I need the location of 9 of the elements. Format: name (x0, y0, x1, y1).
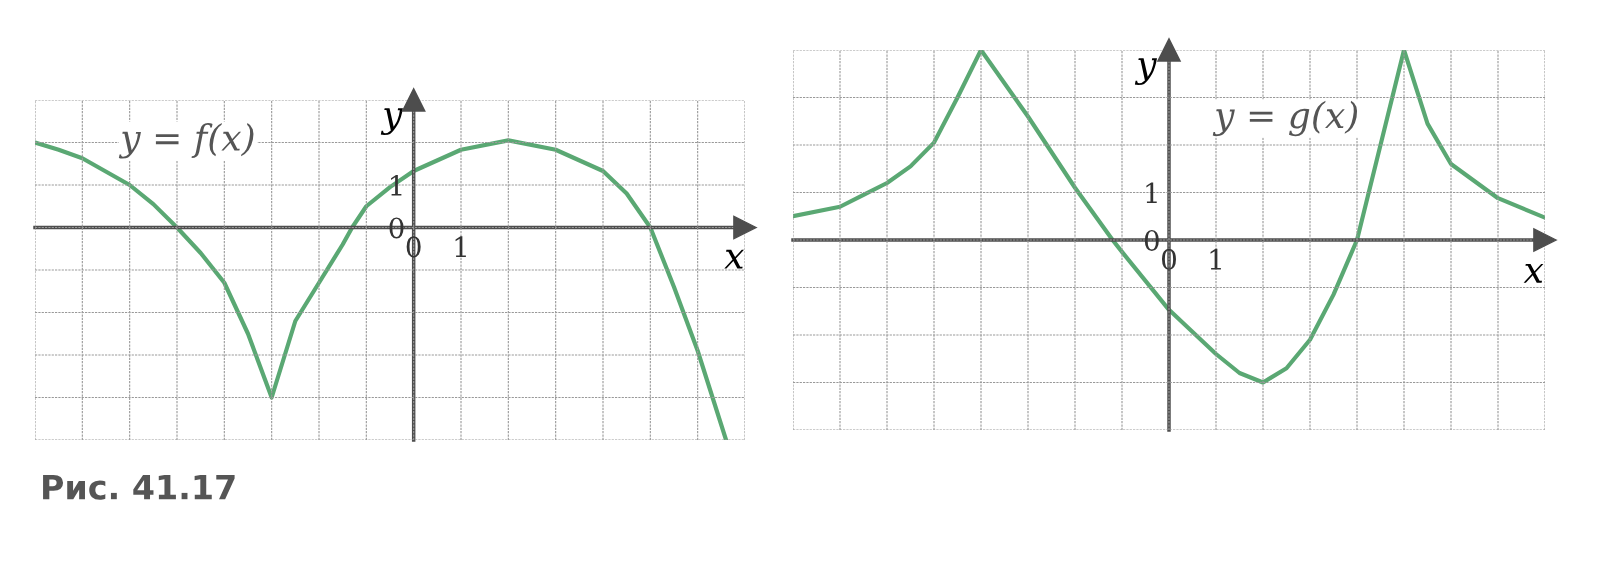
x-axis-title: x (1523, 263, 1544, 283)
x-tick-label: 1 (1210, 248, 1221, 270)
y-axis-title: y (1134, 58, 1158, 85)
y-axis-title: y (380, 108, 403, 135)
annotation: y = f(x) (118, 123, 254, 159)
annotation: y = g(x) (1212, 100, 1358, 137)
x-tick-label: 1 (455, 236, 466, 257)
x-axis-title: x (724, 249, 745, 269)
text: Рис. 41.17 (43, 474, 235, 500)
